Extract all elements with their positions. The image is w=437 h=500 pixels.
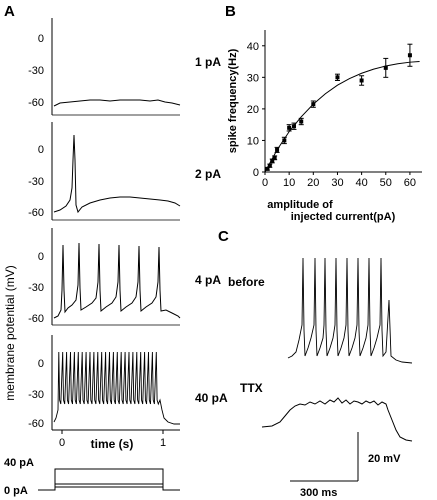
trace-4pa-tick-60: -60 [28, 313, 44, 325]
trace-2pa-line [53, 134, 181, 214]
trace-4pa-tick-30: -30 [28, 282, 44, 294]
chart-data-point [272, 155, 277, 160]
chart-data-point [267, 163, 272, 168]
chart-data-point [282, 138, 287, 143]
before-label: before [228, 275, 265, 289]
trace-2pa-label: 2 pA [195, 167, 221, 181]
trace-1pa-line [53, 99, 181, 107]
chart-data-point [383, 65, 388, 70]
time-axis-label-1: 1 [160, 437, 166, 449]
chart-y-tick-label: 20 [247, 104, 259, 116]
trace-1pa-tick-0: 0 [38, 33, 44, 45]
chart-ylabel: spike frequency(Hz) [227, 48, 239, 153]
chart-data-point [291, 124, 296, 129]
scale-v-label: 20 mV [368, 453, 401, 465]
trace-2pa-tick-30: -30 [28, 176, 44, 188]
trace-4pa-line [53, 242, 181, 319]
chart-data-point [265, 166, 270, 171]
panel-label-a: A [4, 3, 15, 20]
chart-data-point [407, 53, 412, 58]
chart-data-point [359, 78, 364, 83]
scale-t-label: 300 ms [300, 487, 337, 499]
chart-x-tick-label: 40 [355, 177, 367, 189]
chart-x-tick-label: 60 [404, 177, 416, 189]
trace-1pa-tick-30: -30 [28, 65, 44, 77]
stimulus-top-label: 40 pA [4, 457, 34, 469]
trace-1pa: 0 -30 -60 1 pA [28, 18, 221, 116]
chart-x-tick-label: 20 [307, 177, 319, 189]
panel-label-b: B [225, 3, 236, 20]
chart-y-tick-label: 40 [247, 41, 259, 53]
chart-fit-curve [264, 61, 420, 173]
chart-x-tick-label: 50 [380, 177, 392, 189]
chart-xlabel-line2: injected current(pA) [291, 211, 396, 223]
time-axis-xlabel: time (s) [91, 437, 134, 451]
chart-y-tick-label: 10 [247, 135, 259, 147]
chart-x-tick-label: 0 [262, 177, 268, 189]
before-trace [287, 257, 413, 364]
trace-2pa: 0 -30 -60 2 pA [28, 122, 221, 221]
frequency-chart: spike frequency(Hz) amplitude of injecte… [227, 30, 422, 223]
trace-1pa-tick-60: -60 [28, 97, 44, 109]
panel-a-ylabel: membrane potential (mV) [3, 265, 17, 400]
stimulus-step-2pa [54, 486, 164, 490]
chart-data-point [270, 158, 275, 163]
trace-2pa-tick-60: -60 [28, 207, 44, 219]
stimulus-protocol: 40 pA 0 pA [4, 457, 180, 497]
trace-40pa: 0 -30 -60 40 pA [28, 335, 228, 430]
trace-40pa-tick-60: -60 [28, 418, 44, 430]
trace-40pa-tick-0: 0 [38, 358, 44, 370]
chart-y-tick-label: 0 [253, 167, 259, 179]
chart-x-tick-label: 30 [331, 177, 343, 189]
time-axis-label-0: 0 [59, 437, 65, 449]
ttx-label: TTX [240, 381, 263, 395]
chart-x-tick-label: 10 [283, 177, 295, 189]
panel-label-c: C [218, 228, 229, 245]
chart-data-point [275, 147, 280, 152]
trace-40pa-line [53, 351, 180, 425]
panel-a-time-axis: 0 1 time (s) [52, 429, 180, 451]
stimulus-bottom-label: 0 pA [4, 485, 28, 497]
trace-4pa: 0 -30 -60 4 pA [28, 228, 221, 326]
chart-y-tick-label: 30 [247, 72, 259, 84]
trace-40pa-tick-30: -30 [28, 389, 44, 401]
chart-data-point [287, 125, 292, 130]
chart-data-point [311, 102, 316, 107]
chart-data-point [299, 119, 304, 124]
ttx-trace [261, 397, 413, 442]
trace-2pa-tick-0: 0 [38, 144, 44, 156]
trace-1pa-label: 1 pA [195, 55, 221, 69]
chart-xlabel-line1: amplitude of [267, 199, 333, 211]
scale-bars: 20 mV 300 ms [290, 432, 401, 499]
stimulus-step-40pa [38, 468, 180, 491]
trace-40pa-label: 40 pA [195, 391, 228, 405]
chart-data-point [335, 75, 340, 80]
trace-4pa-label: 4 pA [195, 273, 221, 287]
trace-4pa-tick-0: 0 [38, 251, 44, 263]
